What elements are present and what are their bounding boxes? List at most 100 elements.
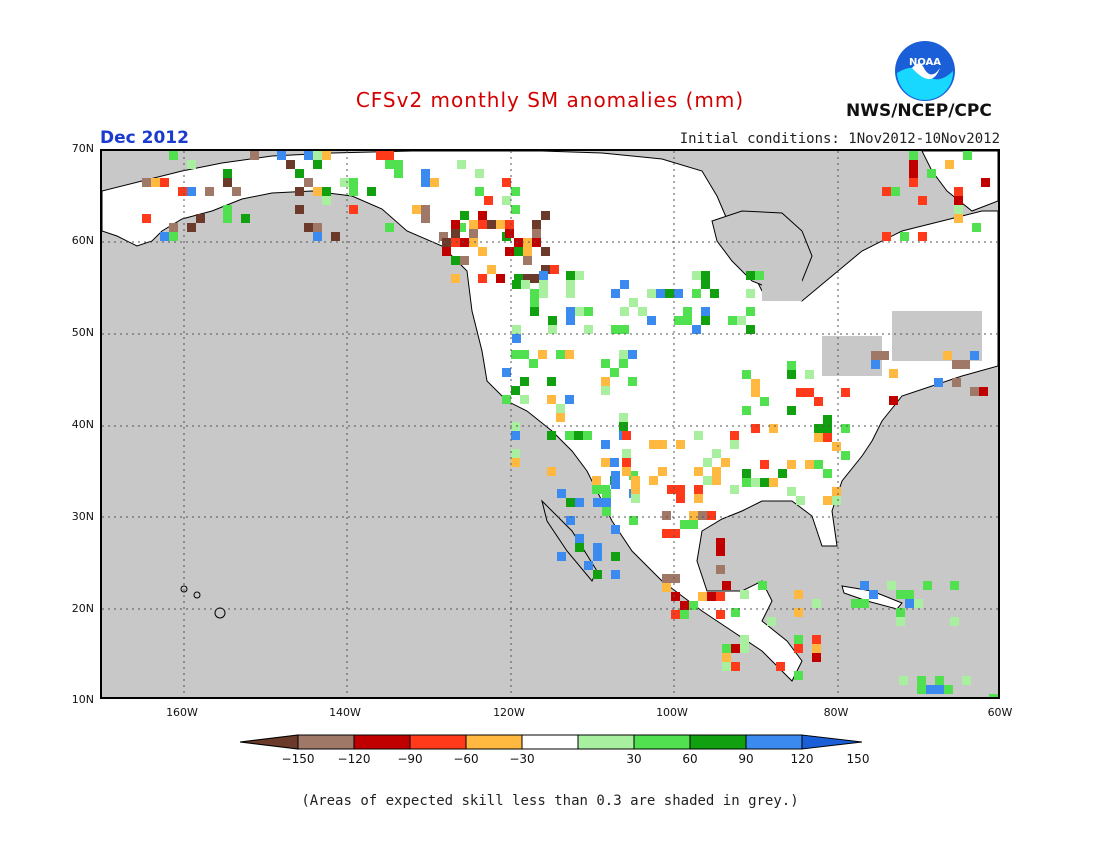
anomaly-cell bbox=[707, 511, 716, 520]
anomaly-cell bbox=[496, 274, 505, 283]
anomaly-cell bbox=[539, 280, 548, 289]
anomaly-cell bbox=[451, 229, 460, 238]
anomaly-cell bbox=[671, 610, 680, 619]
anomaly-cell bbox=[882, 187, 891, 196]
anomaly-cell bbox=[622, 458, 631, 467]
anomaly-cell bbox=[487, 265, 496, 274]
anomaly-cell bbox=[662, 574, 671, 583]
anomaly-cell bbox=[889, 369, 898, 378]
anomaly-cell bbox=[760, 460, 769, 469]
anomaly-cell bbox=[601, 377, 610, 386]
anomaly-cell bbox=[722, 644, 731, 653]
anomaly-cell bbox=[823, 415, 832, 424]
anomaly-cell bbox=[496, 220, 505, 229]
anomaly-cell bbox=[887, 581, 896, 590]
anomaly-cell bbox=[812, 644, 821, 653]
anomaly-cell bbox=[972, 223, 981, 232]
anomaly-cell bbox=[730, 440, 739, 449]
hawaii-islands bbox=[180, 585, 226, 619]
anomaly-cell bbox=[658, 440, 667, 449]
anomaly-cell bbox=[295, 187, 304, 196]
anomaly-cell bbox=[547, 395, 556, 404]
anomaly-cell bbox=[731, 608, 740, 617]
anomaly-cell bbox=[566, 307, 575, 316]
anomaly-cell bbox=[367, 187, 376, 196]
anomaly-cell bbox=[439, 232, 448, 241]
anomaly-cell bbox=[469, 220, 478, 229]
anomaly-cell bbox=[962, 676, 971, 685]
anomaly-cell bbox=[805, 370, 814, 379]
legend-tick-label: 60 bbox=[682, 752, 698, 766]
anomaly-cell bbox=[313, 232, 322, 241]
anomaly-cell bbox=[683, 316, 692, 325]
anomaly-cell bbox=[619, 350, 628, 359]
anomaly-cell bbox=[918, 196, 927, 205]
anomaly-cell bbox=[860, 599, 869, 608]
anomaly-cell bbox=[529, 359, 538, 368]
anomaly-cell bbox=[601, 386, 610, 395]
anomaly-cell bbox=[760, 397, 769, 406]
anomaly-cell bbox=[952, 378, 961, 387]
legend-tick-label: 30 bbox=[626, 752, 642, 766]
anomaly-cell bbox=[694, 485, 703, 494]
anomaly-cell bbox=[914, 599, 923, 608]
anomaly-cell bbox=[541, 247, 550, 256]
anomaly-cell bbox=[628, 377, 637, 386]
anomaly-cell bbox=[187, 223, 196, 232]
anomaly-cell bbox=[475, 169, 484, 178]
anomaly-cell bbox=[730, 485, 739, 494]
anomaly-cell bbox=[662, 529, 671, 538]
anomaly-cell bbox=[532, 274, 541, 283]
anomaly-cell bbox=[394, 160, 403, 169]
anomaly-cell bbox=[478, 211, 487, 220]
anomaly-cell bbox=[823, 496, 832, 505]
anomaly-cell bbox=[703, 476, 712, 485]
anomaly-cell bbox=[511, 386, 520, 395]
legend-arrow-low bbox=[240, 734, 299, 750]
anomaly-cell bbox=[769, 478, 778, 487]
anomaly-cell bbox=[647, 316, 656, 325]
anomaly-cell bbox=[349, 187, 358, 196]
anomaly-cell bbox=[421, 205, 430, 214]
anomaly-cell bbox=[169, 151, 178, 160]
anomaly-cell bbox=[751, 478, 760, 487]
anomaly-cell bbox=[970, 351, 979, 360]
anomaly-cell bbox=[832, 487, 841, 496]
anomaly-cell bbox=[698, 511, 707, 520]
anomaly-cell bbox=[511, 449, 520, 458]
legend-tick-label: 90 bbox=[738, 752, 754, 766]
anomaly-cell bbox=[575, 271, 584, 280]
anomaly-cell bbox=[703, 458, 712, 467]
anomaly-cell bbox=[814, 424, 823, 433]
anomaly-cell bbox=[557, 552, 566, 561]
anomaly-cell bbox=[751, 379, 760, 388]
anomaly-cell bbox=[841, 451, 850, 460]
anomaly-cell bbox=[917, 685, 926, 694]
anomaly-cell bbox=[511, 187, 520, 196]
anomaly-cell bbox=[457, 223, 466, 232]
anomaly-cell bbox=[538, 350, 547, 359]
anomaly-cell bbox=[954, 196, 963, 205]
anomaly-cell bbox=[712, 476, 721, 485]
anomaly-cell bbox=[277, 151, 286, 160]
anomaly-cell bbox=[304, 178, 313, 187]
anomaly-cell bbox=[909, 169, 918, 178]
anomaly-cell bbox=[629, 298, 638, 307]
lat-label: 40N bbox=[71, 418, 94, 431]
anomaly-cell bbox=[896, 608, 905, 617]
legend-tick-label: −120 bbox=[337, 752, 371, 766]
lon-label: 160W bbox=[166, 706, 198, 719]
anomaly-cell bbox=[620, 307, 629, 316]
noaa-logo-icon: NOAA bbox=[895, 41, 955, 101]
anomaly-cell bbox=[313, 223, 322, 232]
anomaly-cell bbox=[514, 238, 523, 247]
map-panel[interactable] bbox=[100, 149, 1000, 699]
anomaly-cell bbox=[746, 307, 755, 316]
anomaly-cell bbox=[421, 178, 430, 187]
anomaly-cell bbox=[871, 351, 880, 360]
anomaly-cell bbox=[502, 196, 511, 205]
anomaly-cell bbox=[742, 469, 751, 478]
anomaly-cell bbox=[674, 316, 683, 325]
anomaly-cell bbox=[421, 214, 430, 223]
anomaly-cell bbox=[665, 289, 674, 298]
